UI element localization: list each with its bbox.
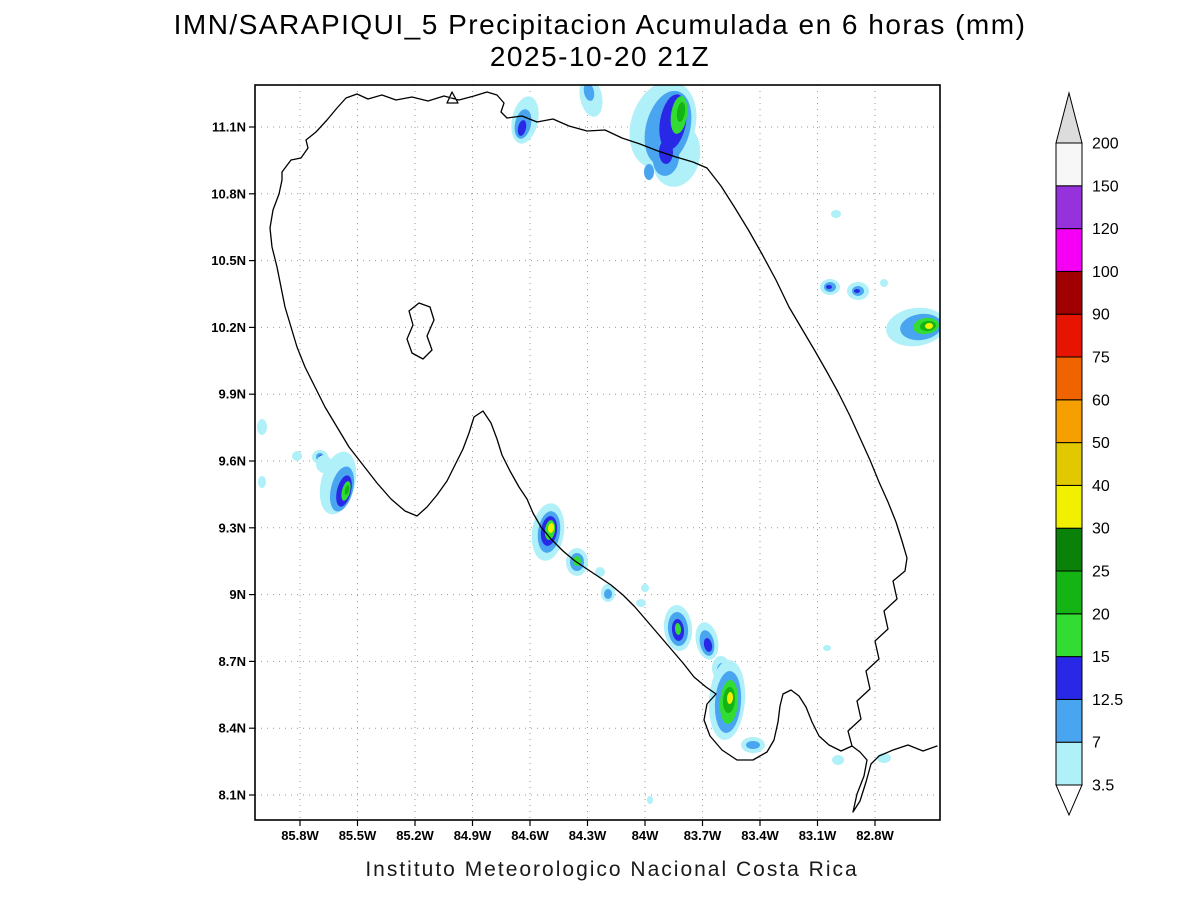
colorbar-label: 15 (1092, 649, 1110, 666)
precip-cell (854, 289, 860, 293)
colorbar-label: 90 (1092, 307, 1110, 324)
colorbar-band (1055, 313, 1083, 358)
colorbar-label: 25 (1092, 564, 1110, 581)
colorbar-band (1055, 527, 1083, 572)
colorbar-band (1055, 570, 1083, 615)
plot-frame (254, 84, 941, 821)
precip-cell (316, 455, 332, 473)
colorbar-band (1055, 613, 1083, 658)
colorbar-band (1055, 185, 1083, 230)
precip-cell (826, 285, 832, 289)
lat-tick-label: 9.9N (219, 387, 246, 402)
lon-tick-label: 84.9W (454, 828, 492, 843)
precip-cell (746, 741, 760, 749)
colorbar-label: 200 (1092, 136, 1119, 153)
lat-tick-label: 9.3N (219, 520, 246, 535)
lat-tick-label: 11.1N (212, 120, 246, 135)
lon-tick-label: 83.7W (684, 828, 722, 843)
precip-cell (831, 210, 841, 218)
colorbar-label: 75 (1092, 350, 1110, 367)
precip-cell (676, 102, 686, 122)
colorbar-band (1055, 698, 1083, 743)
costa-rica-coastline (269, 91, 938, 813)
lat-tick-label: 8.7N (219, 654, 246, 669)
precip-cell (257, 419, 267, 435)
precip-cell (641, 584, 649, 592)
colorbar-label: 50 (1092, 435, 1110, 452)
figure-caption: Instituto Meteorologico Nacional Costa R… (365, 858, 858, 881)
lon-tick-label: 83.4W (741, 828, 779, 843)
precip-cell (583, 85, 595, 101)
lon-tick-label: 85.8W (281, 828, 319, 843)
precip-cell (726, 692, 734, 704)
precip-shading (257, 85, 940, 804)
precip-cell (674, 623, 682, 635)
colorbar-band (1055, 442, 1083, 486)
colorbar-band (1055, 484, 1083, 529)
precip-cell (595, 567, 605, 577)
lat-tick-label: 8.1N (219, 788, 246, 803)
colorbar-label: 30 (1092, 521, 1110, 538)
lat-tick-label: 9.6N (219, 454, 246, 469)
colorbar-band (1055, 741, 1083, 786)
precip-cell (880, 279, 888, 287)
lon-tick-label: 82.8W (856, 828, 894, 843)
colorbar-label: 12.5 (1092, 692, 1123, 709)
precip-cell (292, 451, 302, 461)
precip-cell (344, 485, 350, 495)
colorbar-arrow-below (1055, 784, 1083, 817)
colorbar-label: 7 (1092, 735, 1101, 752)
precip-cell (517, 120, 527, 136)
colorbar: 3.5 7 12.5 15 20 25 30 40 50 60 75 90 100 120 150 200 (1055, 91, 1123, 817)
colorbar-label: 60 (1092, 392, 1110, 409)
lon-tick-label: 84W (632, 828, 659, 843)
colorbar-band (1055, 270, 1083, 315)
lon-tick-label: 85.2W (396, 828, 434, 843)
axis-labels: 85.8W 85.5W 85.2W 84.9W 84.6W 84.3W 84W 83.7W 83… (211, 120, 894, 844)
colorbar-band (1055, 356, 1083, 401)
figure-subtitle: 2025-10-20 21Z (490, 41, 710, 72)
precip-cell (659, 140, 673, 164)
lat-tick-label: 10.2N (211, 320, 246, 335)
lon-tick-label: 84.3W (569, 828, 607, 843)
colorbar-label: 150 (1092, 178, 1119, 195)
colorbar-band (1055, 399, 1083, 444)
lon-tick-label: 84.6W (511, 828, 549, 843)
colorbar-label: 40 (1092, 478, 1110, 495)
colorbar-label: 20 (1092, 606, 1110, 623)
precip-cell (703, 638, 713, 652)
colorbar-label: 3.5 (1092, 778, 1114, 795)
colorbar-band (1055, 228, 1083, 272)
precip-cell (925, 322, 933, 330)
gridlines (255, 85, 940, 820)
precip-cell (636, 599, 646, 607)
colorbar-band (1055, 656, 1083, 700)
colorbar-band (1055, 142, 1083, 187)
lat-tick-label: 10.5N (211, 253, 246, 268)
colorbar-arrow-above (1055, 91, 1083, 144)
lat-tick-label: 8.4N (219, 721, 246, 736)
lat-tick-label: 10.8N (211, 186, 246, 201)
figure-title: IMN/SARAPIQUI_5 Precipitacion Acumulada … (174, 9, 1027, 40)
precip-cell (823, 645, 831, 651)
coastline-layer (269, 91, 938, 813)
precip-cell (832, 755, 844, 765)
lat-tick-label: 9N (229, 587, 246, 602)
precip-cell (258, 476, 266, 488)
precip-cell (647, 796, 653, 804)
lon-tick-label: 83.1W (799, 828, 837, 843)
lon-tick-label: 85.5W (339, 828, 377, 843)
precip-cell (547, 523, 555, 533)
precip-cell (644, 164, 654, 180)
precip-cell (604, 589, 612, 599)
colorbar-label: 120 (1092, 221, 1119, 238)
colorbar-label: 100 (1092, 264, 1119, 281)
